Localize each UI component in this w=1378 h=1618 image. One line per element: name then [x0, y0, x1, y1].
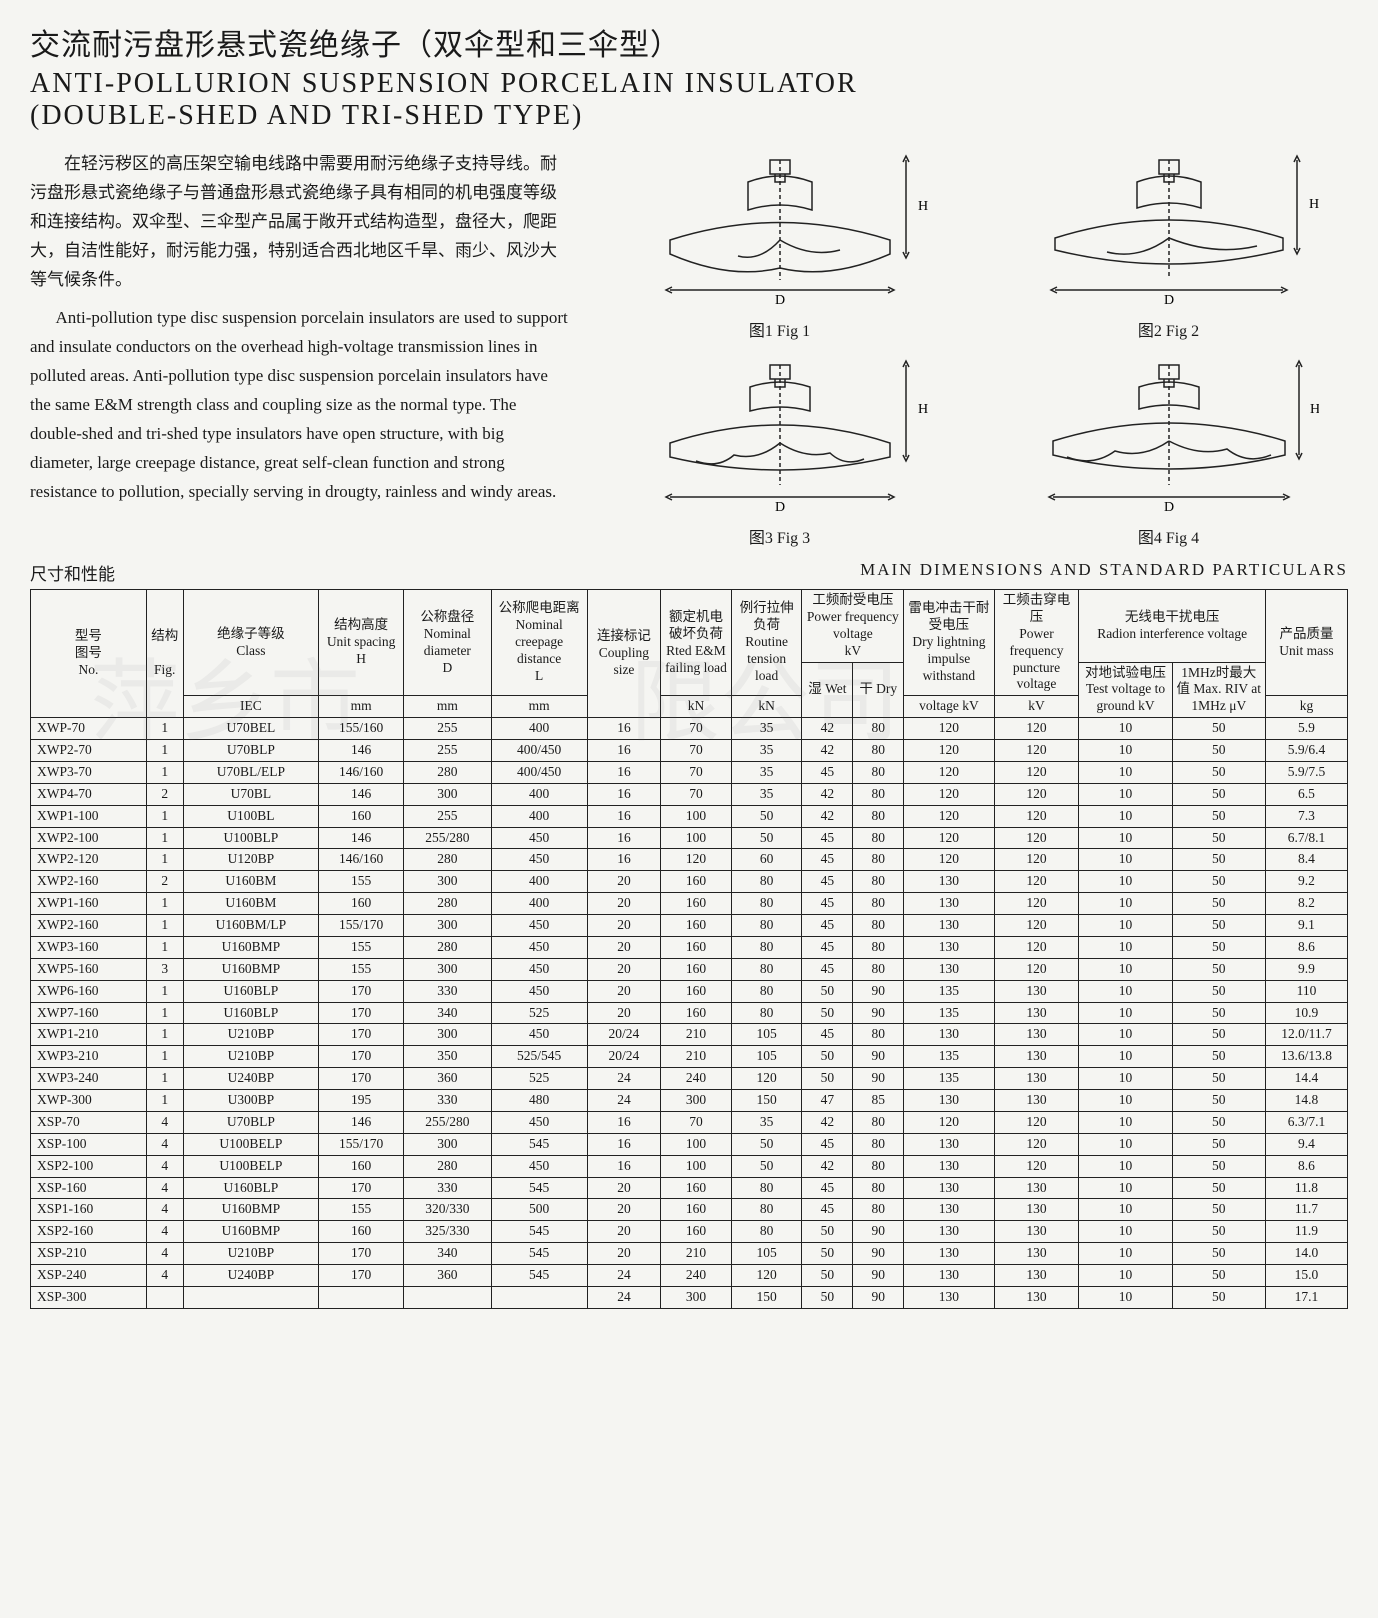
- table-row: XWP2-1602U160BM1553004002016080458013012…: [31, 871, 1348, 893]
- svg-text:D: D: [774, 500, 784, 515]
- paragraph-english: Anti-pollution type disc suspension porc…: [30, 304, 570, 506]
- table-body: XWP-701U70BEL155/16025540016703542801201…: [31, 718, 1348, 1309]
- table-row: XWP-3001U300BP19533048024300150478513013…: [31, 1090, 1348, 1112]
- title-block: 交流耐污盘形悬式瓷绝缘子（双伞型和三伞型） ANTI-POLLURION SUS…: [30, 20, 1348, 132]
- title-chinese: 交流耐污盘形悬式瓷绝缘子（双伞型和三伞型）: [30, 20, 1348, 64]
- svg-text:D: D: [774, 293, 784, 308]
- svg-text:H: H: [918, 402, 928, 417]
- figure-1-caption: 图1 Fig 1: [600, 317, 959, 341]
- dimensions-heading: 尺寸和性能 MAIN DIMENSIONS AND STANDARD PARTI…: [30, 560, 1348, 585]
- table-row: XWP2-1001U100BLP146255/28045016100504580…: [31, 827, 1348, 849]
- table-header: 型号图号No. 结构Fig. 绝缘子等级Class 结构高度Unit spaci…: [31, 590, 1348, 718]
- svg-text:H: H: [1310, 402, 1319, 417]
- table-container: 萍乡市 限公司 型号图号No. 结构Fig. 绝缘子等级Class 结构高度Un…: [30, 589, 1348, 1309]
- table-row: XWP7-1601U160BLP170340525201608050901351…: [31, 1002, 1348, 1024]
- figure-3: D H 图3 Fig 3: [600, 357, 959, 548]
- figure-3-caption: 图3 Fig 3: [600, 524, 959, 548]
- table-row: XSP-1604U160BLP1703305452016080458013013…: [31, 1177, 1348, 1199]
- table-row: XSP-2104U210BP17034054520210105509013013…: [31, 1243, 1348, 1265]
- table-row: XWP2-1601U160BM/LP155/170300450201608045…: [31, 915, 1348, 937]
- table-row: XWP3-2101U210BP170350525/54520/242101055…: [31, 1046, 1348, 1068]
- intro-text: 在轻污秽区的高压架空输电线路中需要用耐污绝缘子支持导线。耐污盘形悬式瓷绝缘子与普…: [30, 150, 570, 548]
- table-row: XSP2-1604U160BMP160325/33054520160805090…: [31, 1221, 1348, 1243]
- figure-4: D H 图4 Fig 4: [989, 357, 1348, 548]
- figure-4-caption: 图4 Fig 4: [989, 524, 1348, 548]
- table-row: XSP-300243001505090130130105017.1: [31, 1286, 1348, 1308]
- table-row: XWP5-1603U160BMP155300450201608045801301…: [31, 958, 1348, 980]
- table-row: XSP1-1604U160BMP155320/33050020160804580…: [31, 1199, 1348, 1221]
- insulator-diagram-3-icon: D H: [630, 357, 930, 517]
- figure-1: D H 图1 Fig 1: [600, 150, 959, 341]
- title-english-2: (DOUBLE-SHED AND TRI-SHED TYPE): [30, 100, 1348, 132]
- table-row: XWP3-701U70BL/ELP146/160280400/450167035…: [31, 761, 1348, 783]
- table-row: XWP2-701U70BLP146255400/4501670354280120…: [31, 740, 1348, 762]
- table-row: XWP1-2101U210BP17030045020/2421010545801…: [31, 1024, 1348, 1046]
- table-row: XWP1-1601U160BM1602804002016080458013012…: [31, 893, 1348, 915]
- svg-text:D: D: [1163, 293, 1173, 308]
- insulator-diagram-4-icon: D H: [1019, 357, 1319, 517]
- table-row: XWP4-702U70BL146300400167035428012012010…: [31, 783, 1348, 805]
- figures-grid: D H 图1 Fig 1 D H 图2 Fig 2: [600, 150, 1348, 548]
- svg-text:H: H: [1309, 197, 1319, 212]
- dimensions-heading-right: MAIN DIMENSIONS AND STANDARD PARTICULARS: [860, 560, 1348, 585]
- table-row: XSP-1004U100BELP155/17030054516100504580…: [31, 1133, 1348, 1155]
- table-row: XWP6-1601U160BLP170330450201608050901351…: [31, 980, 1348, 1002]
- specifications-table: 型号图号No. 结构Fig. 绝缘子等级Class 结构高度Unit spaci…: [30, 589, 1348, 1309]
- table-row: XSP-704U70BLP146255/28045016703542801201…: [31, 1111, 1348, 1133]
- table-row: XWP2-1201U120BP146/160280450161206045801…: [31, 849, 1348, 871]
- insulator-diagram-2-icon: D H: [1019, 150, 1319, 310]
- table-row: XWP3-1601U160BMP155280450201608045801301…: [31, 936, 1348, 958]
- table-row: XSP2-1004U100BELP16028045016100504280130…: [31, 1155, 1348, 1177]
- figure-2: D H 图2 Fig 2: [989, 150, 1348, 341]
- table-row: XWP1-1001U100BL1602554001610050428012012…: [31, 805, 1348, 827]
- svg-text:H: H: [918, 199, 928, 214]
- paragraph-chinese: 在轻污秽区的高压架空输电线路中需要用耐污绝缘子支持导线。耐污盘形悬式瓷绝缘子与普…: [30, 150, 570, 294]
- table-row: XWP-701U70BEL155/16025540016703542801201…: [31, 718, 1348, 740]
- figure-2-caption: 图2 Fig 2: [989, 317, 1348, 341]
- intro-row: 在轻污秽区的高压架空输电线路中需要用耐污绝缘子支持导线。耐污盘形悬式瓷绝缘子与普…: [30, 150, 1348, 548]
- svg-text:D: D: [1163, 500, 1173, 515]
- insulator-diagram-1-icon: D H: [630, 150, 930, 310]
- table-row: XWP3-2401U240BP1703605252424012050901351…: [31, 1068, 1348, 1090]
- table-row: XSP-2404U240BP17036054524240120509013013…: [31, 1265, 1348, 1287]
- title-english-1: ANTI-POLLURION SUSPENSION PORCELAIN INSU…: [30, 68, 1348, 100]
- dimensions-heading-left: 尺寸和性能: [30, 560, 115, 585]
